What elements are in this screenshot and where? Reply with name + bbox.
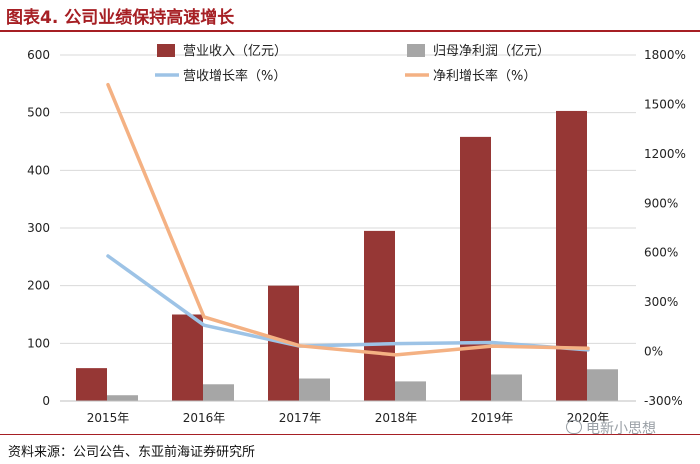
y-left-tick-label: 600 xyxy=(27,48,50,62)
legend-revenue-growth-label: 营收增长率（%） xyxy=(183,68,286,84)
legend-profit-swatch xyxy=(407,44,425,57)
legend-revenue-swatch xyxy=(157,44,175,57)
x-tick-label: 2016年 xyxy=(183,411,226,425)
y-left-tick-label: 100 xyxy=(27,336,50,350)
profit-growth-line xyxy=(106,82,590,357)
y-left-tick-label: 500 xyxy=(27,106,50,120)
y-left-tick-label: 0 xyxy=(42,394,50,408)
wechat-icon xyxy=(566,420,582,434)
profit-bar xyxy=(299,378,330,401)
revenue-bar xyxy=(76,368,107,401)
y-right-tick-label: 0% xyxy=(644,345,663,359)
y-right-tick-label: -300% xyxy=(644,394,683,408)
bars xyxy=(76,110,618,402)
y-right-tick-label: 1500% xyxy=(644,97,686,111)
lines xyxy=(106,82,590,357)
watermark: 电新小思想 xyxy=(566,418,656,438)
revenue-bar xyxy=(460,136,491,402)
y-right-tick-label: 600% xyxy=(644,246,678,260)
x-tick-label: 2018年 xyxy=(375,411,418,425)
y-right-tick-label: 1800% xyxy=(644,48,686,62)
x-tick-label: 2019年 xyxy=(471,411,514,425)
profit-bar xyxy=(107,395,138,401)
revenue-bar xyxy=(556,110,587,401)
revenue-bar xyxy=(172,314,203,401)
legend-profit-label: 归母净利润（亿元） xyxy=(433,44,550,59)
revenue-growth-line xyxy=(106,254,590,352)
legend-profit-growth-label: 净利增长率（%） xyxy=(433,68,536,84)
x-tick-label: 2015年 xyxy=(87,411,130,425)
profit-bar xyxy=(203,384,234,401)
legend: 营业收入（亿元） 归母净利润（亿元） 营收增长率（%） 净利增长率（%） xyxy=(155,44,550,84)
chart: 0 100 200 300 400 500 600 -300% 0% 300% 600% 900% 12… xyxy=(27,44,686,425)
y-left-tick-label: 200 xyxy=(27,279,50,293)
title-bar: 图表4. 公司业绩保持高速增长 xyxy=(0,0,700,32)
grid xyxy=(60,54,636,344)
y-right-tick-label: 900% xyxy=(644,196,678,210)
profit-bar xyxy=(587,369,618,401)
y-right-tick-label: 300% xyxy=(644,295,678,309)
profit-bar xyxy=(491,374,522,401)
watermark-text: 电新小思想 xyxy=(586,421,656,437)
y-left-tick-label: 400 xyxy=(27,163,50,177)
axes: 0 100 200 300 400 500 600 -300% 0% 300% 600% 900% 12… xyxy=(27,48,686,425)
source-note: 资料来源：公司公告、东亚前海证券研究所 xyxy=(8,445,256,460)
y-right-tick-label: 1200% xyxy=(644,147,686,161)
profit-bar xyxy=(395,381,426,401)
page-title: 图表4. 公司业绩保持高速增长 xyxy=(6,8,235,28)
x-tick-label: 2017年 xyxy=(279,411,322,425)
revenue-bar xyxy=(364,230,395,401)
y-left-tick-label: 300 xyxy=(27,221,50,235)
legend-revenue-label: 营业收入（亿元） xyxy=(183,44,287,59)
footer-divider xyxy=(0,434,700,435)
